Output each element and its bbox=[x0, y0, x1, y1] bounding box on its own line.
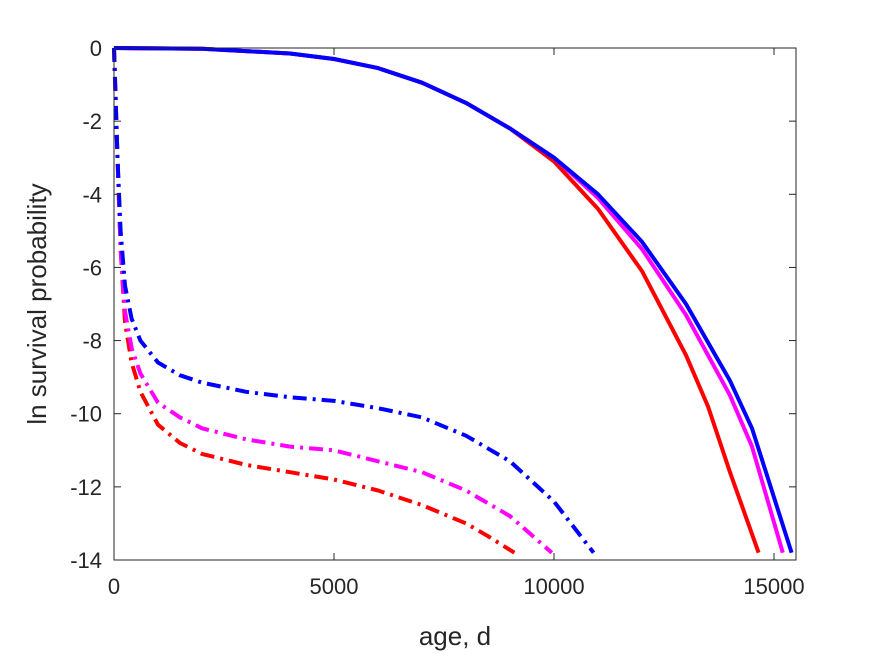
x-tick-label: 15000 bbox=[743, 574, 804, 599]
y-tick-label: -6 bbox=[82, 255, 102, 280]
series-line-6 bbox=[112, 47, 596, 554]
y-tick-label: -2 bbox=[82, 109, 102, 134]
plot-frame bbox=[113, 47, 797, 561]
series-line-4 bbox=[112, 47, 516, 555]
y-axis-label: ln survival probability bbox=[22, 183, 52, 424]
series-layer bbox=[112, 46, 794, 555]
y-tick-label: -4 bbox=[82, 182, 102, 207]
y-tick-label: -14 bbox=[70, 548, 102, 573]
series-line-5 bbox=[112, 47, 554, 555]
y-tick-label: -10 bbox=[70, 402, 102, 427]
tick-layer: 0 5000 10000 15000 0 -2 -4 -6 -8 -10 -12 -14 bbox=[70, 36, 804, 599]
x-tick-label: 0 bbox=[108, 574, 120, 599]
y-tick-label: -12 bbox=[70, 475, 102, 500]
y-tick-label: -8 bbox=[82, 329, 102, 354]
series-line-3 bbox=[113, 46, 794, 554]
x-tick-label: 5000 bbox=[310, 574, 359, 599]
x-axis-label: age, d bbox=[419, 621, 491, 651]
x-tick-label: 10000 bbox=[523, 574, 584, 599]
y-tick-label: 0 bbox=[90, 36, 102, 61]
plot-area bbox=[114, 48, 796, 560]
